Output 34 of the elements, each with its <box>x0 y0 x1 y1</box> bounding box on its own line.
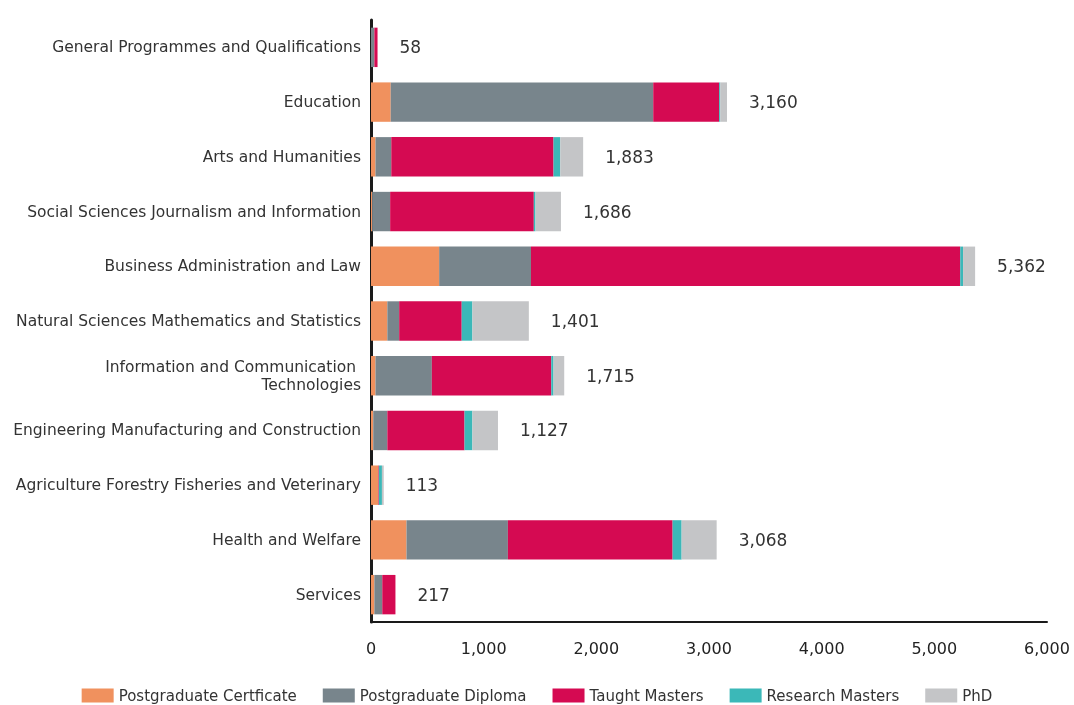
total-label: 217 <box>417 584 450 605</box>
total-label: 1,127 <box>519 420 569 441</box>
x-tick-label: 6,000 <box>1024 638 1070 658</box>
y-tick-label: Engineering Manufacturing and Construction <box>13 421 361 440</box>
y-tick-label: Agriculture Forestry Fisheries and Veterinary <box>15 476 361 495</box>
legend-label: Postgraduate Diploma <box>359 686 527 705</box>
y-tick-label: General Programmes and Qualifications <box>52 38 361 57</box>
x-tick-label: 4,000 <box>798 638 845 658</box>
y-tick-label: Social Sciences Journalism and Information <box>27 202 361 221</box>
legend-label: Research Masters <box>766 686 900 705</box>
y-tick-label: Education <box>283 93 361 112</box>
legend-label: PhD <box>962 686 993 705</box>
total-label: 3,068 <box>738 529 788 550</box>
total-label: 1,686 <box>582 201 632 222</box>
y-tick-label: Information and Communication Technologies <box>105 357 361 394</box>
x-tick-label: 3,000 <box>686 638 732 658</box>
total-label: 113 <box>405 475 439 496</box>
total-label: 58 <box>399 37 422 58</box>
total-label: 1,883 <box>605 146 654 167</box>
legend-label: Postgraduate Certficate <box>118 686 297 705</box>
y-tick-label: Arts and Humanities <box>202 147 361 166</box>
total-label: 5,362 <box>997 256 1046 277</box>
total-label: 1,401 <box>550 311 600 331</box>
x-tick-label: 1,000 <box>460 638 507 658</box>
x-tick-label: 0 <box>365 638 377 658</box>
total-label: 1,715 <box>586 365 635 386</box>
y-tick-label: Business Administration and Law <box>104 257 362 276</box>
y-tick-label: Health and Welfare <box>212 530 361 549</box>
x-tick-label: 2,000 <box>573 638 620 658</box>
total-label: 3,160 <box>749 92 798 113</box>
x-tick-label: 5,000 <box>911 638 958 658</box>
y-tick-label: Services <box>295 585 361 604</box>
y-tick-label: Natural Sciences Mathematics and Statistics <box>16 312 361 330</box>
legend-label: Taught Masters <box>588 686 704 705</box>
